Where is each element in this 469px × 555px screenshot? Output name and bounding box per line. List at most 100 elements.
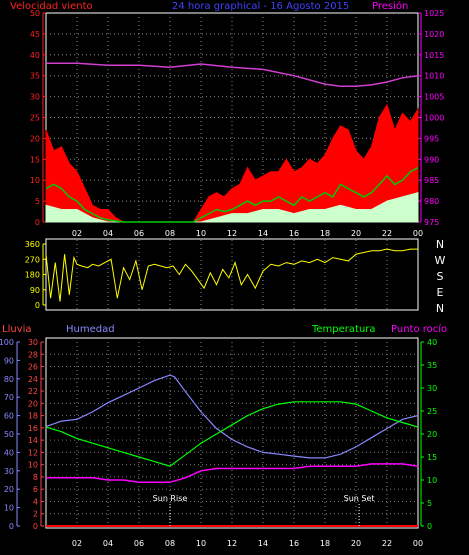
pressure-tick-label: 1005 [424, 93, 444, 102]
chart-marks: 0510152025303540455097598098599099510001… [0, 9, 446, 548]
temp-x-tick: 14 [258, 539, 268, 548]
temperature-line [45, 401, 419, 467]
temperature-tick-label: 40 [427, 338, 437, 347]
temperature-tick-label: 25 [427, 407, 437, 416]
sun-event-label: Sun Set [344, 494, 375, 503]
humidity-tick-label: 30 [4, 467, 14, 476]
temp-x-tick: 02 [72, 539, 82, 548]
rain-tick-label: 0 [33, 522, 38, 531]
humidity-tick-label: 0 [9, 522, 14, 531]
chart-title: 24 hora graphical - 16 Agosto 2015 [172, 1, 349, 12]
pressure-tick-label: 1020 [424, 30, 444, 39]
temperature-tick-label: 35 [427, 361, 437, 370]
compass-label: S [437, 270, 444, 283]
pressure-tick-label: 990 [424, 155, 439, 164]
wind-speed-label: Velocidad viento [10, 1, 93, 12]
pressure-label: Presión [372, 0, 408, 12]
sun-event-label: Sun Rise [153, 494, 188, 503]
temperature-tick-label: 15 [427, 453, 437, 462]
pressure-line [46, 62, 419, 87]
rain-tick-label: 14 [28, 436, 38, 445]
wind-x-tick: 08 [165, 229, 175, 238]
temperature-tick-label: 30 [427, 384, 437, 393]
direction-tick-label: 180 [25, 271, 40, 280]
wind-gust-area [45, 103, 419, 223]
wind-speed-tick-label: 30 [30, 93, 40, 102]
humidity-tick-label: 70 [4, 393, 14, 402]
temp-x-tick: 12 [227, 539, 237, 548]
rain-tick-label: 16 [28, 424, 38, 433]
wind-x-tick: 20 [351, 229, 361, 238]
temp-x-tick: 06 [134, 539, 144, 548]
rain-tick-label: 18 [28, 412, 38, 421]
temperature-tick-label: 10 [427, 476, 437, 485]
rain-tick-label: 26 [28, 363, 38, 372]
wind-speed-tick-label: 50 [30, 9, 40, 18]
pressure-tick-label: 1010 [424, 72, 444, 81]
temp-x-tick: 16 [289, 539, 299, 548]
temp-x-tick: 22 [382, 539, 392, 548]
wind-speed-tick-label: 0 [35, 218, 40, 227]
pressure-tick-label: 1025 [424, 9, 444, 18]
wind-speed-tick-label: 40 [30, 51, 40, 60]
direction-tick-label: 0 [35, 301, 40, 310]
rain-tick-label: 4 [33, 497, 38, 506]
pressure-tick-label: 980 [424, 197, 439, 206]
humidity-tick-label: 80 [4, 375, 14, 384]
wind-average-line [45, 167, 419, 223]
temp-x-tick: 04 [103, 539, 113, 548]
wind-x-tick: 16 [289, 229, 299, 238]
temperature-label: Temperatura [311, 324, 376, 335]
compass-label: W [435, 254, 446, 267]
wind-x-tick: 02 [72, 229, 82, 238]
rain-tick-label: 6 [33, 485, 38, 494]
direction-tick-label: 360 [25, 240, 40, 249]
compass-label: E [437, 286, 444, 299]
pressure-tick-label: 985 [424, 176, 439, 185]
wind-x-tick: 18 [320, 229, 330, 238]
rain-tick-label: 2 [33, 510, 38, 519]
temp-x-tick: 10 [196, 539, 206, 548]
pressure-tick-label: 995 [424, 134, 439, 143]
wind-min-area [45, 192, 419, 223]
temperature-tick-label: 5 [427, 499, 432, 508]
rain-tick-label: 22 [28, 387, 38, 396]
temp-x-tick: 20 [351, 539, 361, 548]
rain-label: Lluvia [2, 324, 32, 335]
humidity-tick-label: 20 [4, 485, 14, 494]
direction-panel-frame [45, 238, 419, 311]
rain-tick-label: 12 [28, 448, 38, 457]
rain-tick-label: 20 [28, 399, 38, 408]
temperature-tick-label: 20 [427, 430, 437, 439]
humidity-tick-label: 100 [0, 338, 14, 347]
wind-speed-tick-label: 35 [30, 72, 40, 81]
wind-speed-tick-label: 20 [30, 134, 40, 143]
wind-x-tick: 14 [258, 229, 268, 238]
compass-label: N [436, 302, 444, 315]
wind-x-tick: 22 [382, 229, 392, 238]
humidity-label: Humedad [66, 324, 115, 335]
rain-tick-label: 10 [28, 461, 38, 470]
rain-tick-label: 30 [28, 338, 38, 347]
rain-tick-label: 28 [28, 350, 38, 359]
wind-speed-tick-label: 15 [30, 155, 40, 164]
humidity-tick-label: 90 [4, 356, 14, 365]
wind-x-tick: 00 [413, 229, 423, 238]
temp-x-tick: 08 [165, 539, 175, 548]
pressure-tick-label: 975 [424, 218, 439, 227]
wind-x-tick: 12 [227, 229, 237, 238]
dewpoint-label: Punto rocío [391, 323, 447, 335]
wind-direction-trace [45, 248, 418, 302]
temp-panel-frame [45, 337, 419, 529]
wind-x-tick: 10 [196, 229, 206, 238]
wind-speed-tick-label: 45 [30, 30, 40, 39]
dewpoint-line [46, 463, 419, 484]
rain-tick-label: 24 [28, 375, 38, 384]
direction-tick-label: 90 [30, 286, 40, 295]
pressure-tick-label: 1000 [424, 114, 444, 123]
wind-x-tick: 04 [103, 229, 113, 238]
temp-x-tick: 00 [413, 539, 423, 548]
wind-speed-tick-label: 25 [30, 114, 40, 123]
compass-label: N [436, 238, 444, 251]
